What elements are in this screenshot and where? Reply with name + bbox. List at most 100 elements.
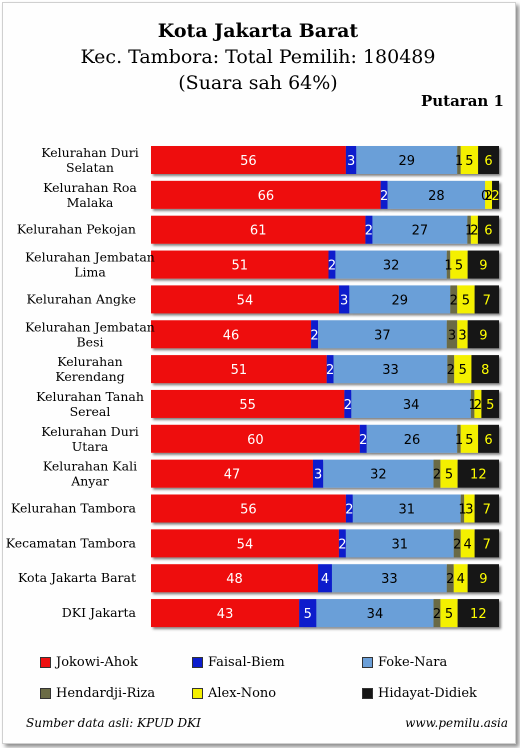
data-label-alex-nono-kota-jakarta-barat: 4 xyxy=(457,572,465,587)
data-label-hendardji-riza-kota-jakarta-barat: 2 xyxy=(446,572,454,587)
data-label-alex-nono-kelurahan-pekojan: 2 xyxy=(470,224,478,239)
data-label-hidayat-didiek-kelurahan-jembatan-lima: 9 xyxy=(479,259,487,274)
data-label-alex-nono-kelurahan-jembatan-besi: 3 xyxy=(458,328,466,343)
bar-segment-foke-nara-kelurahan-roa-malaka xyxy=(387,180,486,209)
bar-segment-alex-nono-kecamatan-tambora xyxy=(460,529,475,558)
data-label-hendardji-riza-kelurahan-kali-anyar: 2 xyxy=(433,468,441,483)
data-label-alex-nono-kecamatan-tambora: 4 xyxy=(464,537,472,552)
bar-segment-jokowi-ahok-kelurahan-roa-malaka xyxy=(151,180,381,209)
bar-segment-jokowi-ahok-dki-jakarta xyxy=(151,599,300,628)
category-label-kelurahan-tambora: Kelurahan Tambora xyxy=(11,501,137,516)
bar-group-kelurahan-jembatan-besi xyxy=(151,320,499,349)
data-label-hidayat-didiek-kelurahan-kerendang: 8 xyxy=(481,363,489,378)
data-label-alex-nono-kelurahan-kerendang: 5 xyxy=(459,363,467,378)
data-label-faisal-biem-kelurahan-duri-utara: 2 xyxy=(359,433,367,448)
legend-label-hendardji-riza: Hendardji-Riza xyxy=(56,686,156,701)
data-label-hidayat-didiek-kelurahan-kali-anyar: 12 xyxy=(470,468,487,483)
bar-segment-foke-nara-kelurahan-duri-selatan xyxy=(356,146,458,174)
data-label-hendardji-riza-kelurahan-pekojan: 1 xyxy=(465,224,473,239)
data-label-jokowi-ahok-kelurahan-pekojan: 61 xyxy=(250,224,267,239)
bar-segment-hendardji-riza-kelurahan-duri-utara xyxy=(457,424,461,453)
data-label-foke-nara-kota-jakarta-barat: 33 xyxy=(381,572,398,587)
bar-segment-jokowi-ahok-kelurahan-duri-selatan xyxy=(151,146,346,174)
bar-segment-foke-nara-kelurahan-kerendang xyxy=(333,355,448,384)
bar-segment-foke-nara-dki-jakarta xyxy=(316,599,434,628)
bar-segment-faisal-biem-kelurahan-kerendang xyxy=(326,355,334,384)
bar-segment-alex-nono-kelurahan-duri-selatan xyxy=(460,146,479,174)
bar-segment-foke-nara-kelurahan-kali-anyar xyxy=(323,459,434,488)
bar-segment-foke-nara-kota-jakarta-barat xyxy=(331,564,447,593)
legend-label-faisal-biem: Faisal-Biem xyxy=(208,655,285,670)
bar-segment-faisal-biem-kelurahan-tambora xyxy=(345,494,353,523)
category-label-kelurahan-pekojan: Kelurahan Pekojan xyxy=(17,222,136,237)
bar-segment-jokowi-ahok-kelurahan-tanah-sereal xyxy=(151,389,345,418)
data-label-hendardji-riza-kelurahan-angke: 2 xyxy=(450,293,458,308)
bar-segment-hidayat-didiek-kecamatan-tambora xyxy=(474,529,499,558)
data-label-alex-nono-kelurahan-tambora: 3 xyxy=(465,503,473,518)
bar-group-kelurahan-duri-selatan xyxy=(151,146,499,174)
bar-segment-hendardji-riza-kelurahan-tanah-sereal xyxy=(470,389,475,418)
data-label-hidayat-didiek-kelurahan-jembatan-besi: 9 xyxy=(479,328,487,343)
data-label-faisal-biem-kelurahan-kerendang: 2 xyxy=(326,363,334,378)
bar-segment-faisal-biem-kelurahan-angke xyxy=(338,285,350,314)
data-label-jokowi-ahok-kelurahan-kali-anyar: 47 xyxy=(224,468,241,483)
data-label-hidayat-didiek-kelurahan-angke: 7 xyxy=(483,293,491,308)
bar-group-kelurahan-kerendang xyxy=(151,355,499,384)
category-label-kecamatan-tambora: Kecamatan Tambora xyxy=(6,535,137,550)
bar-segment-hendardji-riza-kelurahan-kerendang xyxy=(447,355,455,384)
bar-segment-alex-nono-kota-jakarta-barat xyxy=(453,564,468,593)
data-label-faisal-biem-kelurahan-tanah-sereal: 2 xyxy=(344,398,352,413)
data-label-foke-nara-kelurahan-roa-malaka: 28 xyxy=(428,189,445,204)
bar-segment-hendardji-riza-kelurahan-pekojan xyxy=(467,215,471,244)
bar-segment-hendardji-riza-kelurahan-kali-anyar xyxy=(433,459,441,488)
bar-group-dki-jakarta xyxy=(151,599,499,628)
data-label-hendardji-riza-kelurahan-jembatan-besi: 3 xyxy=(448,328,456,343)
bar-segment-alex-nono-kelurahan-duri-utara xyxy=(460,424,479,453)
bar-segment-alex-nono-kelurahan-kerendang xyxy=(454,355,472,384)
category-label-kelurahan-duri-selatan: Kelurahan Duri Selatan xyxy=(41,145,138,175)
legend-swatch-foke-nara xyxy=(362,657,373,668)
bar-segment-faisal-biem-kelurahan-pekojan xyxy=(365,215,373,244)
data-label-foke-nara-kecamatan-tambora: 31 xyxy=(392,537,409,552)
legend-swatch-faisal-biem xyxy=(192,657,203,668)
bar-group-kecamatan-tambora xyxy=(151,529,499,558)
bar-segment-hendardji-riza-kelurahan-jembatan-besi xyxy=(446,320,458,349)
legend-swatch-hendardji-riza xyxy=(40,688,51,699)
bar-group-kota-jakarta-barat xyxy=(151,564,499,593)
data-label-foke-nara-kelurahan-pekojan: 27 xyxy=(412,224,429,239)
legend-label-jokowi-ahok: Jokowi-Ahok xyxy=(56,655,138,670)
data-label-foke-nara-kelurahan-jembatan-lima: 32 xyxy=(383,259,400,274)
data-label-faisal-biem-kelurahan-pekojan: 2 xyxy=(365,224,373,239)
data-label-hidayat-didiek-kelurahan-duri-utara: 6 xyxy=(484,433,492,448)
data-label-hendardji-riza-kelurahan-jembatan-lima: 1 xyxy=(444,259,452,274)
data-label-hidayat-didiek-kelurahan-pekojan: 6 xyxy=(484,224,492,239)
data-label-foke-nara-kelurahan-duri-utara: 26 xyxy=(404,433,421,448)
bar-segment-hidayat-didiek-dki-jakarta xyxy=(457,599,499,628)
bar-segment-faisal-biem-kelurahan-jembatan-lima xyxy=(328,250,336,279)
bar-segment-jokowi-ahok-kelurahan-tambora xyxy=(151,494,346,523)
bar-segment-hidayat-didiek-kota-jakarta-barat xyxy=(467,564,499,593)
legend-swatch-alex-nono xyxy=(192,688,203,699)
bar-segment-hidayat-didiek-kelurahan-angke xyxy=(474,285,499,314)
data-label-hidayat-didiek-kelurahan-tambora: 7 xyxy=(483,503,491,518)
bar-segment-alex-nono-kelurahan-jembatan-besi xyxy=(457,320,468,349)
chart-title: Kota Jakarta Barat xyxy=(157,20,359,42)
category-label-kelurahan-kerendang: Kelurahan Kerendang xyxy=(55,354,124,384)
website-credit: www.pemilu.asia xyxy=(405,716,508,730)
bar-segment-hendardji-riza-dki-jakarta xyxy=(433,599,441,628)
bar-segment-faisal-biem-kelurahan-duri-selatan xyxy=(345,146,357,174)
data-label-hendardji-riza-kelurahan-roa-malaka: 0 xyxy=(481,189,489,204)
bar-segment-foke-nara-kecamatan-tambora xyxy=(345,529,454,558)
data-label-faisal-biem-kecamatan-tambora: 2 xyxy=(338,537,346,552)
data-label-hidayat-didiek-kelurahan-roa-malaka: 2 xyxy=(491,189,499,204)
legend-item-hidayat-didiek: Hidayat-Didiek xyxy=(362,686,477,701)
bar-segment-jokowi-ahok-kelurahan-angke xyxy=(151,285,339,314)
bar-segment-hidayat-didiek-kelurahan-kerendang xyxy=(471,355,499,384)
bar-group-kelurahan-roa-malaka xyxy=(151,180,499,209)
data-label-faisal-biem-kelurahan-duri-selatan: 3 xyxy=(347,154,355,169)
bar-segment-faisal-biem-dki-jakarta xyxy=(299,599,317,628)
data-label-hendardji-riza-dki-jakarta: 2 xyxy=(433,607,441,622)
bar-segment-hendardji-riza-kelurahan-jembatan-lima xyxy=(446,250,451,279)
bar-segment-hendardji-riza-kota-jakarta-barat xyxy=(446,564,454,593)
